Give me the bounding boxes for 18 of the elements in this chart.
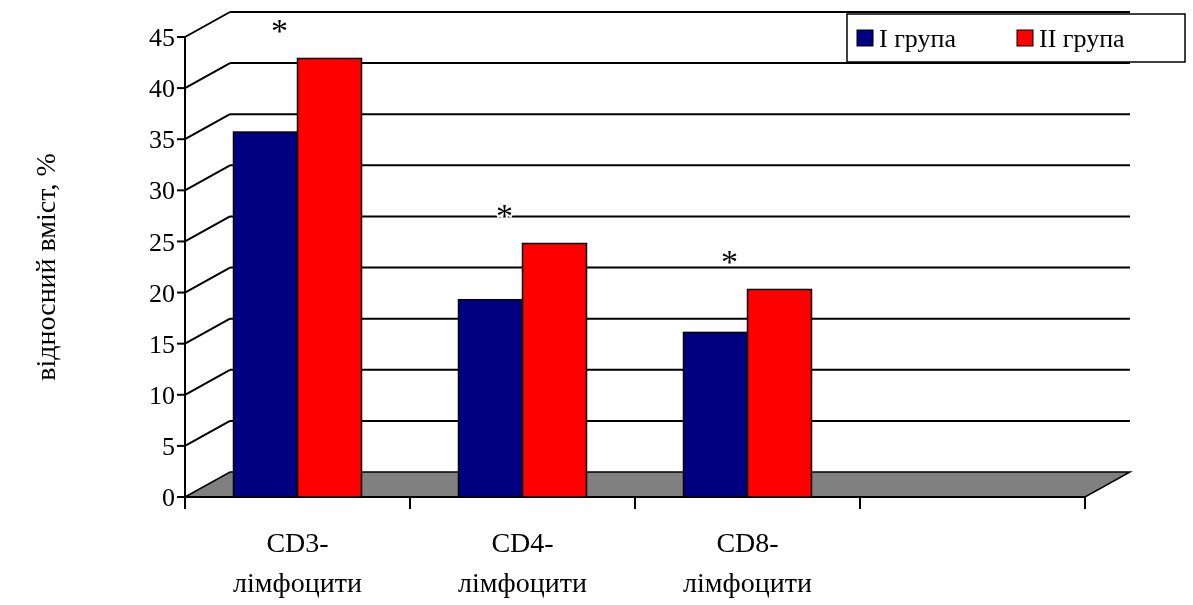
y-tick-label: 5 (162, 431, 175, 461)
legend-label: II група (1039, 24, 1126, 54)
y-tick-label: 10 (149, 380, 175, 410)
y-tick-label: 40 (149, 74, 175, 104)
y-tick-label: 30 (149, 176, 175, 206)
y-tick-label: 0 (162, 483, 175, 513)
annotation: * (271, 12, 288, 50)
x-tick-label: CD3- лімфоцити (233, 527, 362, 598)
y-tick-label: 25 (149, 227, 175, 257)
y-axis-title: відносний вміст, % (30, 153, 61, 381)
y-tick-label: 20 (149, 278, 175, 308)
legend-label: I група (879, 24, 957, 54)
y-tick-label: 15 (149, 329, 175, 359)
x-tick-label: CD8- лімфоцити (683, 527, 812, 598)
x-tick-label: CD4- лімфоцити (458, 527, 587, 598)
y-tick-label: 35 (149, 125, 175, 155)
y-tick-label: 45 (149, 23, 175, 53)
annotation: * (721, 243, 738, 281)
